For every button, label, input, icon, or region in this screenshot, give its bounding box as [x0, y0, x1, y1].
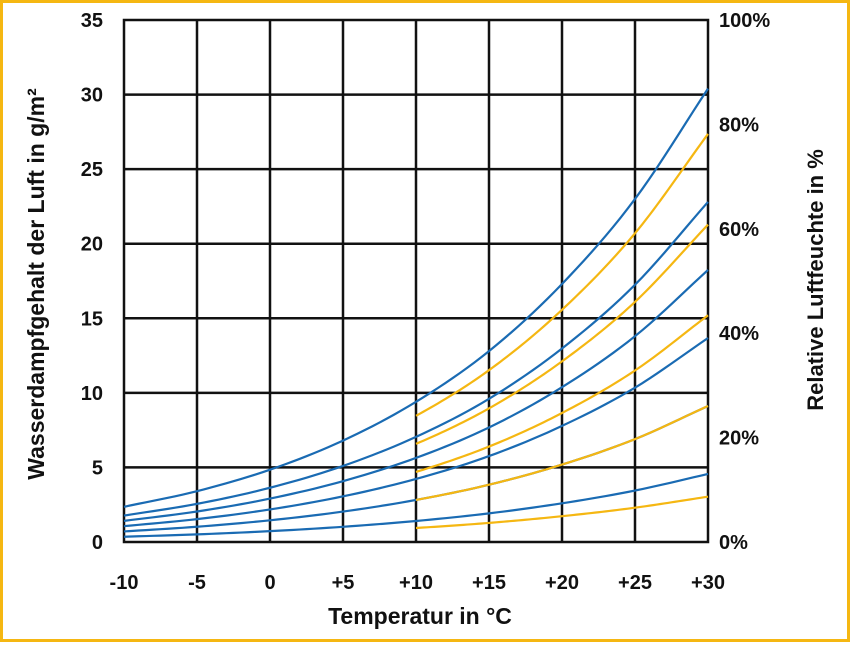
x-axis-label: Temperatur in °C: [328, 603, 512, 629]
y2-tick-label: 20%: [719, 428, 759, 450]
y-tick-label: 35: [81, 10, 103, 32]
series-line-yellow: [415, 314, 709, 473]
y2-axis-label: Relative Luftfeuchte in %: [803, 149, 828, 411]
y-tick-label: 25: [81, 159, 103, 181]
x-tick-label: +30: [691, 572, 725, 594]
y2-tick-label: 100%: [719, 10, 770, 32]
y-axis-label: Wasserdampfgehalt der Luft in g/m²: [23, 88, 49, 480]
y2-tick-label: 40%: [719, 323, 759, 345]
series-line-blue: [123, 337, 709, 528]
x-tick-label: +20: [545, 572, 579, 594]
series-lines: [123, 88, 709, 538]
series-line-yellow: [415, 133, 709, 417]
series-line-yellow: [415, 223, 709, 445]
y2-tick-label: 60%: [719, 219, 759, 241]
x-tick-label: +25: [618, 572, 652, 594]
x-tick-label: -10: [110, 572, 139, 594]
x-tick-label: 0: [264, 572, 275, 594]
series-line-blue: [123, 472, 709, 538]
y-tick-label: 20: [81, 234, 103, 256]
x-tick-label: +5: [332, 572, 355, 594]
y-tick-label: 0: [92, 532, 103, 554]
y2-tick-label: 80%: [719, 114, 759, 136]
series-line-blue: [123, 88, 709, 508]
x-tick-label: -5: [188, 572, 206, 594]
series-line-blue: [123, 269, 709, 522]
tick-labels: -10 -5 0 +5 +10 +15 +20 +25 +30 0 5 10 15 20 25 30 35 0% 2…: [81, 10, 771, 594]
y-tick-label: 30: [81, 85, 103, 107]
y2-tick-label: 0%: [719, 532, 748, 554]
series-line-yellow: [415, 404, 709, 502]
series-line-blue: [123, 201, 709, 517]
y-tick-label: 5: [92, 457, 103, 479]
y-tick-label: 15: [81, 308, 103, 330]
series-line-yellow: [415, 495, 709, 530]
y-tick-label: 10: [81, 383, 103, 405]
x-tick-label: +15: [472, 572, 506, 594]
x-tick-label: +10: [399, 572, 433, 594]
grid: [122, 18, 710, 544]
